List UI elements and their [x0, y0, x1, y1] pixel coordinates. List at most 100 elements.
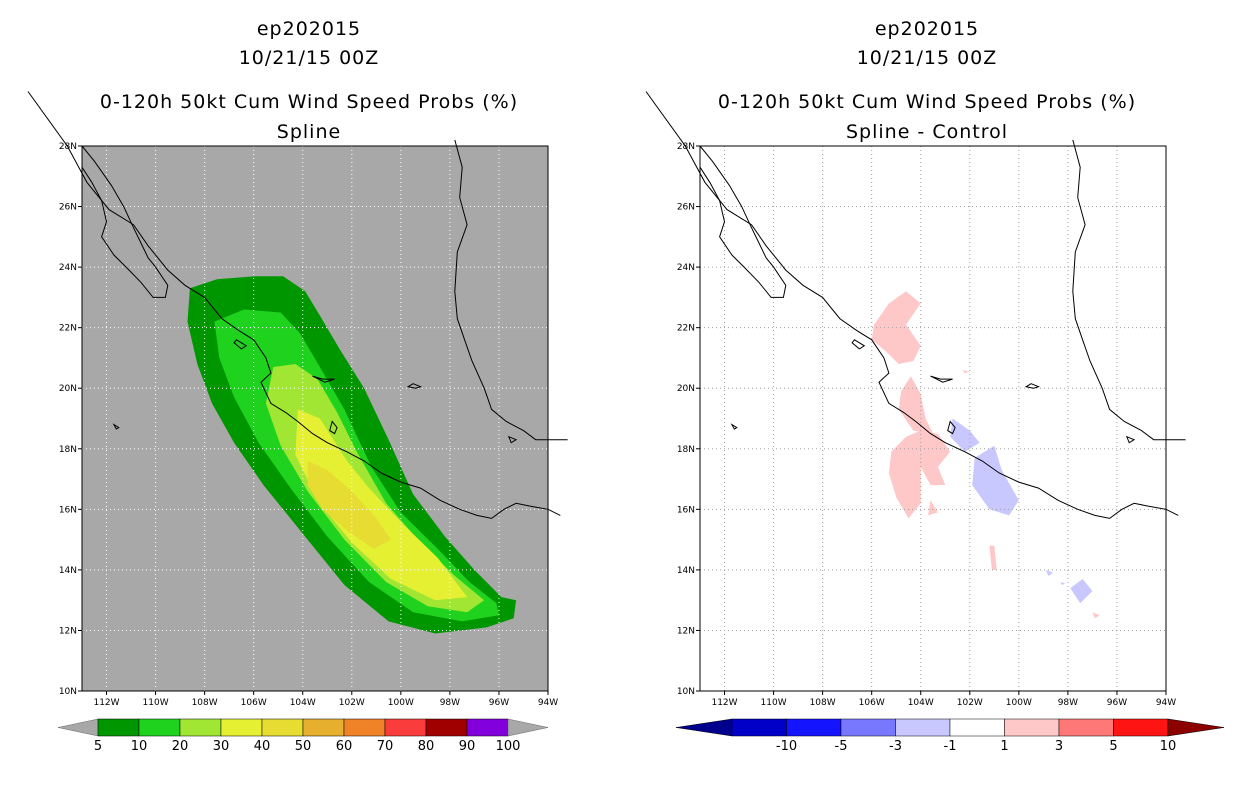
x-tick-label: 110W: [143, 698, 169, 708]
x-tick-label: 108W: [810, 698, 836, 708]
positive-difference-area: [989, 545, 997, 570]
colorbar-label: 90: [459, 739, 476, 754]
panel-title-product: 0-120h 50kt Cum Wind Speed Probs (%): [717, 91, 1137, 113]
map-frame: [81, 145, 549, 692]
colorbar-label: 100: [496, 739, 521, 754]
colorbar-swatch: [97, 718, 140, 737]
negative-difference-area: [1070, 579, 1093, 604]
island-outline: [947, 420, 956, 435]
y-tick-label: 20N: [677, 384, 695, 394]
negative-difference-area: [1045, 569, 1054, 576]
colorbar: -10 -5 -3 -1 1 3 5 10: [675, 718, 1225, 754]
positive-difference-area: [1092, 612, 1100, 619]
gridlines: [700, 146, 1166, 691]
difference-map: 112W 110W 108W 106W 104W 102W 100W 98W 96W 94W 10N…: [645, 91, 1225, 754]
colorbar-swatch: [384, 718, 427, 737]
colorbar-swatch: [425, 718, 468, 737]
colorbar-label: 50: [295, 739, 312, 754]
coastline-mainland: [27, 91, 561, 519]
x-tick-label: 102W: [339, 698, 365, 708]
colorbar-swatch: [1058, 718, 1114, 737]
panel-title-datetime: 10/21/15 00Z: [856, 47, 998, 69]
x-tick-label: 112W: [711, 698, 737, 708]
coastline-baja: [699, 145, 787, 298]
y-tick-label: 20N: [59, 384, 77, 394]
colorbar-arrow-right: [1167, 718, 1225, 737]
probability-map: 112W 110W 108W 106W 104W 102W 100W 98W 96W 94W 10N…: [27, 91, 568, 754]
negative-difference-area: [1060, 582, 1066, 585]
panel-title-variant: Spline: [276, 121, 342, 143]
y-tick-label: 16N: [59, 505, 77, 515]
y-tick-label: 10N: [59, 687, 77, 697]
x-tick-label: 100W: [388, 698, 414, 708]
colorbar-label: 10: [1160, 739, 1177, 754]
panel-title-datetime: 10/21/15 00Z: [238, 47, 380, 69]
x-tick-label: 110W: [761, 698, 787, 708]
colorbar-label: -5: [835, 739, 848, 754]
colorbar-swatch: [1113, 718, 1169, 737]
colorbar-swatch: [949, 718, 1005, 737]
x-tick-label: 108W: [192, 698, 218, 708]
colorbar-swatch: [786, 718, 842, 737]
x-tick-label: 98W: [440, 698, 460, 708]
island-outline: [233, 339, 248, 350]
colorbar-arrow-left: [675, 718, 733, 737]
colorbar-swatch: [343, 718, 386, 737]
colorbar-label: 5: [1109, 739, 1117, 754]
y-tick-label: 14N: [677, 566, 695, 576]
positive-difference-area: [962, 370, 970, 374]
colorbar-swatch: [138, 718, 181, 737]
y-tick-label: 10N: [677, 687, 695, 697]
x-tick-label: 106W: [241, 698, 267, 708]
positive-difference-area: [888, 430, 951, 519]
colorbar: 5 10 20 30 40 50 60 70 80 90 100: [57, 718, 549, 754]
colorbar-label: 70: [377, 739, 394, 754]
panel-title-storm-id: ep202015: [256, 18, 362, 40]
y-tick-label: 16N: [677, 505, 695, 515]
colorbar-swatch: [261, 718, 304, 737]
panel-title-storm-id: ep202015: [874, 18, 980, 40]
colorbar-swatch: [179, 718, 222, 737]
y-tick-label: 22N: [677, 324, 695, 334]
colorbar-swatch: [895, 718, 951, 737]
colorbar-label: -3: [889, 739, 902, 754]
x-tick-label: 106W: [859, 698, 885, 708]
y-tick-label: 14N: [59, 566, 77, 576]
island-outline: [507, 435, 518, 444]
y-tick-label: 22N: [59, 324, 77, 334]
x-tick-label: 100W: [1006, 698, 1032, 708]
colorbar-label: 3: [1055, 739, 1063, 754]
coastlines: [645, 91, 1186, 519]
x-tick-label: 94W: [538, 698, 558, 708]
coastlines: [27, 91, 568, 519]
island-outline: [1024, 383, 1040, 389]
x-tick-label: 94W: [1156, 698, 1176, 708]
axis-ticks: 112W 110W 108W 106W 104W 102W 100W 98W 96W 94W 10N…: [59, 142, 558, 708]
x-tick-label: 112W: [93, 698, 119, 708]
map-background: [700, 146, 1166, 691]
island-outline: [112, 423, 120, 430]
y-tick-label: 28N: [59, 142, 77, 152]
colorbar-label: 20: [172, 739, 189, 754]
x-tick-label: 98W: [1058, 698, 1078, 708]
y-tick-label: 24N: [677, 263, 695, 273]
y-tick-label: 18N: [59, 445, 77, 455]
x-tick-label: 104W: [290, 698, 316, 708]
colorbar-label: 5: [94, 739, 102, 754]
colorbar-label: 30: [213, 739, 230, 754]
coastline-mainland: [645, 91, 1179, 519]
positive-difference-area: [898, 376, 933, 434]
colorbar-arrow-right: [507, 718, 549, 737]
y-tick-label: 18N: [677, 445, 695, 455]
coastline-baja: [81, 145, 169, 298]
y-tick-label: 26N: [59, 203, 77, 213]
island-outline: [1125, 435, 1136, 444]
colorbar-swatch: [1004, 718, 1060, 737]
island-outline: [312, 375, 335, 383]
negative-difference-area: [950, 418, 980, 452]
island-outline: [329, 420, 338, 435]
colorbar-label: -10: [776, 739, 797, 754]
coastline-gulf: [454, 139, 568, 441]
colorbar-swatch: [466, 718, 509, 737]
panel-spline: ep202015 10/21/15 00Z 0-120h 50kt Cum Wi…: [27, 18, 568, 754]
